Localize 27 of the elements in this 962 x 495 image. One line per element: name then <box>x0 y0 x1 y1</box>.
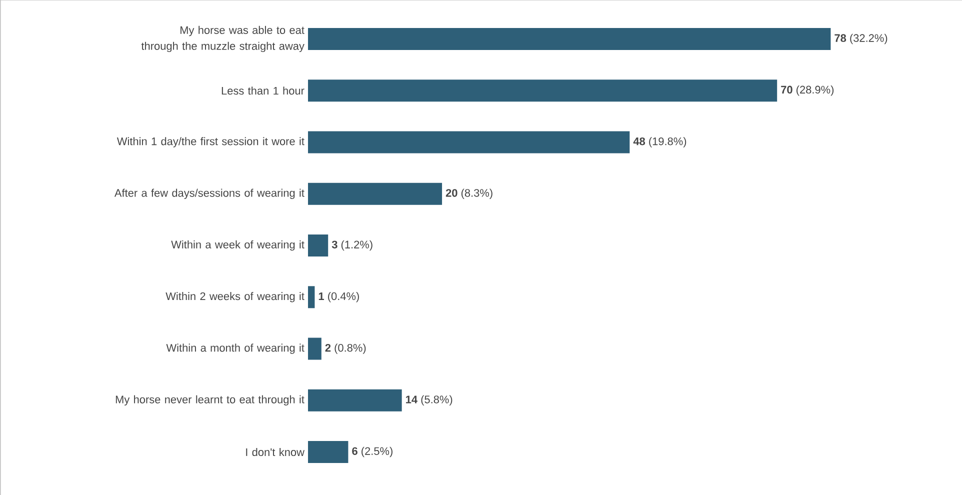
y-tick-label: I don't know <box>246 448 304 456</box>
bar <box>308 441 348 464</box>
data-label: 48 (19.8%) <box>633 137 686 148</box>
data-label: 14 (5.8%) <box>406 395 452 406</box>
bar <box>308 234 328 257</box>
y-tick-label: My horse was able to eat through the muzzle straight away <box>141 26 304 52</box>
bar <box>308 286 315 308</box>
y-tick-label: My horse never learnt to eat through it <box>116 395 304 406</box>
bar <box>308 80 778 102</box>
data-label: 2 (0.8%) <box>325 344 366 354</box>
y-tick-label: Less than 1 hour <box>222 86 304 95</box>
bar <box>308 28 831 50</box>
bar <box>308 182 442 205</box>
data-label: 1 (0.4%) <box>318 292 359 302</box>
y-tick-label: Within a month of wearing it <box>166 344 304 354</box>
data-label: 3 (1.2%) <box>332 240 372 251</box>
data-label: 20 (8.3%) <box>446 188 492 199</box>
y-tick-label: Within 1 day/the first session it wore it <box>116 137 304 148</box>
bar <box>308 338 322 360</box>
y-tick-label: Within a week of wearing it <box>171 240 304 251</box>
data-label: 6 (2.5%) <box>352 446 392 458</box>
data-label: 70 (28.9%) <box>781 86 834 96</box>
y-tick-label: After a few days/sessions of wearing it <box>114 188 304 199</box>
bar <box>308 389 402 412</box>
data-label: 78 (32.2%) <box>834 34 888 44</box>
y-tick-label: Within 2 weeks of wearing it <box>166 292 304 302</box>
bar <box>308 131 630 154</box>
